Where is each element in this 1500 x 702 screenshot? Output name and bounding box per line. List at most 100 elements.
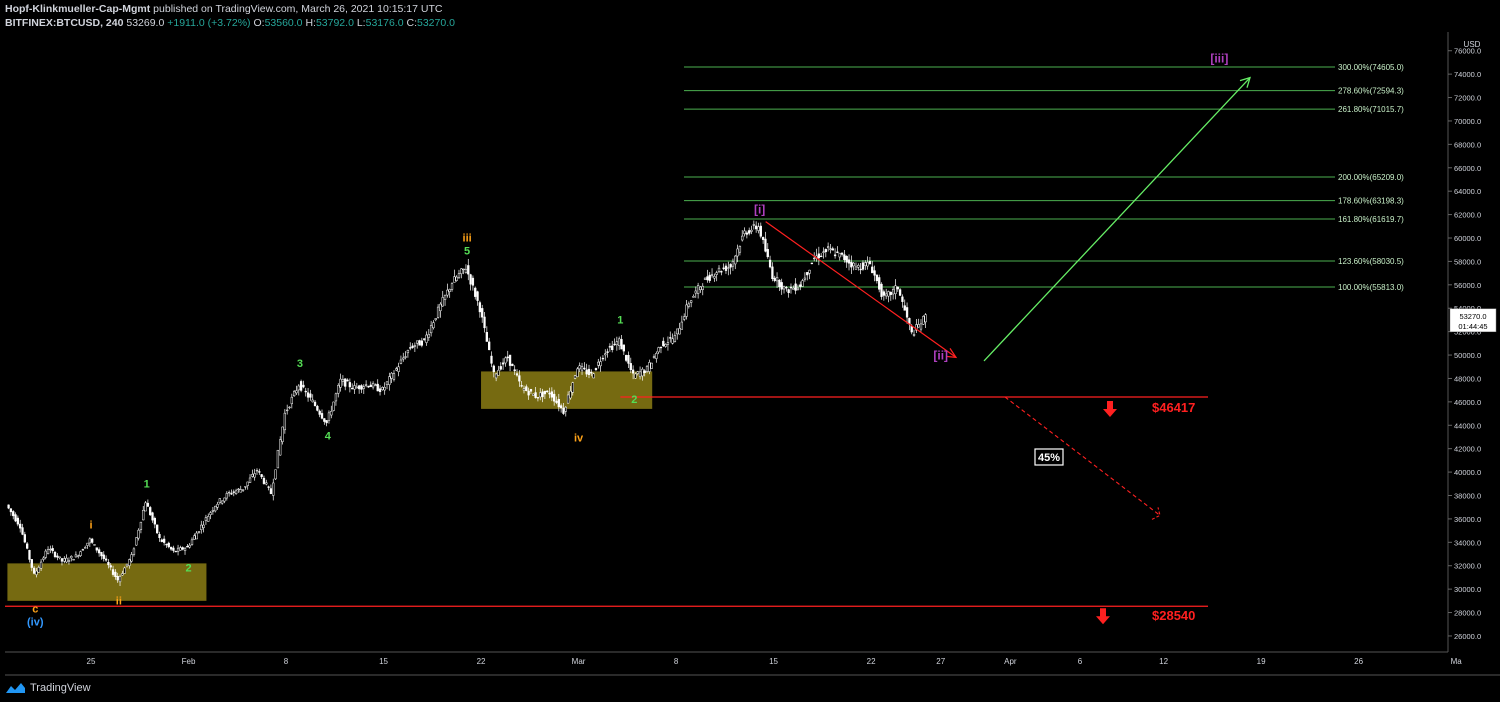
candle-body xyxy=(703,277,707,280)
candle-body xyxy=(548,392,551,395)
x-tick-label: 19 xyxy=(1257,657,1266,666)
candle-body xyxy=(158,534,161,538)
candle-body xyxy=(221,500,224,504)
candle-body xyxy=(824,249,827,253)
candle-body xyxy=(443,294,447,300)
candle-body xyxy=(142,509,145,521)
candle-body xyxy=(831,248,834,251)
candle-body xyxy=(685,304,688,317)
candle-body xyxy=(225,493,228,499)
y-tick-label: 60000.0 xyxy=(1454,234,1481,243)
candle-body xyxy=(325,420,328,424)
percent-badge xyxy=(1034,448,1064,466)
candle-body xyxy=(411,345,414,348)
candle-body xyxy=(476,291,479,301)
last-price-tag xyxy=(1449,308,1497,333)
candle-body xyxy=(919,323,923,330)
candle-body xyxy=(485,332,488,342)
candle-body xyxy=(845,255,848,263)
candle-body xyxy=(780,282,783,290)
y-tick-label: 36000.0 xyxy=(1454,515,1481,524)
candle-body xyxy=(28,550,31,560)
candle-body xyxy=(536,397,540,399)
candle-body xyxy=(390,372,393,379)
candle-body xyxy=(176,547,180,552)
candle-body xyxy=(111,569,115,575)
candle-body xyxy=(239,489,242,493)
y-tick-label: 34000.0 xyxy=(1454,538,1481,547)
candle-body xyxy=(279,439,282,456)
candle-body xyxy=(332,401,335,411)
candle-body xyxy=(318,410,321,415)
candle-body xyxy=(673,335,677,342)
candle-body xyxy=(109,565,112,568)
candle-body xyxy=(778,279,781,288)
y-tick-label: 38000.0 xyxy=(1454,492,1481,501)
candle-body xyxy=(423,338,426,340)
candle-body xyxy=(917,324,920,328)
candle-body xyxy=(664,344,667,347)
candle-body xyxy=(153,517,156,525)
candle-body xyxy=(478,302,482,313)
candle-body xyxy=(620,339,623,350)
candle-body xyxy=(557,399,560,408)
y-tick-label: 42000.0 xyxy=(1454,445,1481,454)
chart-header: Hopf-Klinkmueller-Cap-Mgmt published on … xyxy=(5,2,455,30)
candle-body xyxy=(494,373,498,379)
candle-body xyxy=(504,357,507,364)
candle-body xyxy=(230,493,233,495)
candle-body xyxy=(378,388,382,392)
candle-body xyxy=(543,390,547,395)
x-tick-label: Apr xyxy=(1004,657,1017,666)
x-tick-label: 22 xyxy=(867,657,876,666)
tradingview-branding[interactable]: TradingView xyxy=(6,680,91,696)
candle-body xyxy=(269,488,273,494)
candle-body xyxy=(26,543,29,549)
candle-body xyxy=(729,264,732,268)
candle-body xyxy=(546,390,549,393)
candle-body xyxy=(12,511,15,517)
candle-body xyxy=(692,295,695,298)
candle-body xyxy=(676,328,679,335)
candle-body xyxy=(683,316,686,320)
candle-body xyxy=(223,497,226,502)
candle-body xyxy=(21,527,24,535)
candle-body xyxy=(418,340,421,346)
candle-body xyxy=(334,393,338,402)
candle-body xyxy=(527,390,530,396)
candle-body xyxy=(590,371,593,374)
candle-body xyxy=(457,273,461,278)
candle-body xyxy=(156,524,159,534)
candle-body xyxy=(262,477,266,484)
consolidation-zone xyxy=(7,563,207,601)
candle-body xyxy=(755,225,758,230)
x-tick-label: Mar xyxy=(572,657,586,666)
candle-body xyxy=(146,502,150,507)
candle-body xyxy=(924,314,927,323)
candle-body xyxy=(91,538,94,543)
candle-body xyxy=(638,371,642,377)
close-value: 53270.0 xyxy=(417,17,455,29)
candle-body xyxy=(564,406,567,412)
candle-body xyxy=(323,418,326,422)
candle-body xyxy=(86,542,89,546)
candle-body xyxy=(601,357,605,360)
symbol-name[interactable]: BITFINEX:BTCUSD, 240 xyxy=(5,17,124,29)
candle-body xyxy=(281,426,284,442)
wave-label: 1 xyxy=(617,314,623,326)
fib-level-label: 278.60%(72594.3) xyxy=(1338,87,1404,96)
candle-body xyxy=(694,290,697,294)
candle-body xyxy=(513,369,516,372)
candle-body xyxy=(852,262,855,267)
candle-body xyxy=(376,383,379,392)
candle-body xyxy=(903,305,906,311)
author-name[interactable]: Hopf-Klinkmueller-Cap-Mgmt xyxy=(5,3,151,15)
candle-body xyxy=(843,254,846,260)
candle-body xyxy=(81,549,85,551)
candle-body xyxy=(492,365,495,373)
candle-body xyxy=(188,544,191,548)
candle-body xyxy=(116,576,119,581)
candle-body xyxy=(901,296,904,302)
candle-body xyxy=(420,340,423,346)
